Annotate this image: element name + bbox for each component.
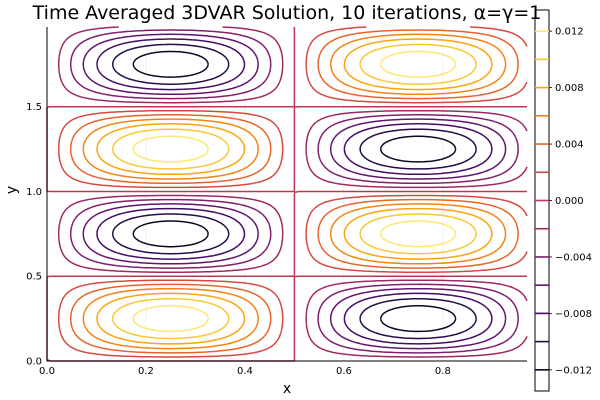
y-tick-label: 1.0	[26, 187, 42, 198]
y-tick-label: 1.5	[26, 102, 42, 113]
contour-level	[96, 38, 493, 345]
x-tick-label: 0.8	[435, 366, 451, 377]
grid-lines	[46, 27, 527, 362]
contour-level	[82, 33, 507, 350]
contour-level	[111, 43, 477, 340]
colorbar-tick-labels: 0.012 0.008 0.004 0.000 −0.004 −0.008 −0.012	[549, 27, 592, 376]
colorbar-level-marks	[535, 30, 549, 371]
contour-level	[132, 50, 457, 333]
x-axis-label: x	[283, 381, 291, 397]
plot-area: 0.0 0.2 0.4 0.6 0.8 0.0 0.5 1.0 1.5	[26, 26, 528, 377]
colorbar-tick-label: 0.008	[555, 83, 584, 94]
contour-level	[57, 26, 528, 358]
x-tick-label: 0.0	[39, 366, 55, 377]
colorbar-tick-label: 0.012	[555, 27, 584, 38]
y-tick-label: 0.5	[26, 272, 42, 283]
contour-level	[57, 26, 528, 358]
y-tick-label: 0.0	[26, 357, 42, 368]
colorbar-tick-label: 0.000	[555, 196, 584, 207]
contour-level	[96, 38, 493, 345]
x-tick-labels: 0.0 0.2 0.4 0.6 0.8	[39, 366, 451, 377]
axes	[46, 27, 527, 362]
contour-level	[46, 27, 527, 362]
y-axis-label: y	[4, 186, 20, 194]
chart-title: Time Averaged 3DVAR Solution, 10 iterati…	[32, 2, 542, 24]
contour-level	[69, 29, 519, 354]
colorbar: 0.012 0.008 0.004 0.000 −0.004 −0.008 −0.012	[534, 9, 592, 392]
contour-level	[111, 43, 477, 340]
colorbar-tick-label: −0.008	[555, 309, 592, 320]
x-tick-label: 0.6	[336, 366, 352, 377]
colorbar-tick-label: −0.012	[555, 365, 592, 376]
contour-level	[69, 29, 519, 354]
colorbar-tick-label: 0.004	[555, 140, 584, 151]
colorbar-tick-label: −0.004	[555, 252, 592, 263]
y-tick-labels: 0.0 0.5 1.0 1.5	[26, 102, 42, 367]
x-tick-label: 0.4	[237, 366, 253, 377]
contour-lines	[46, 26, 528, 362]
x-tick-label: 0.2	[138, 366, 154, 377]
contour-level	[82, 33, 507, 350]
contour-level	[132, 50, 457, 333]
